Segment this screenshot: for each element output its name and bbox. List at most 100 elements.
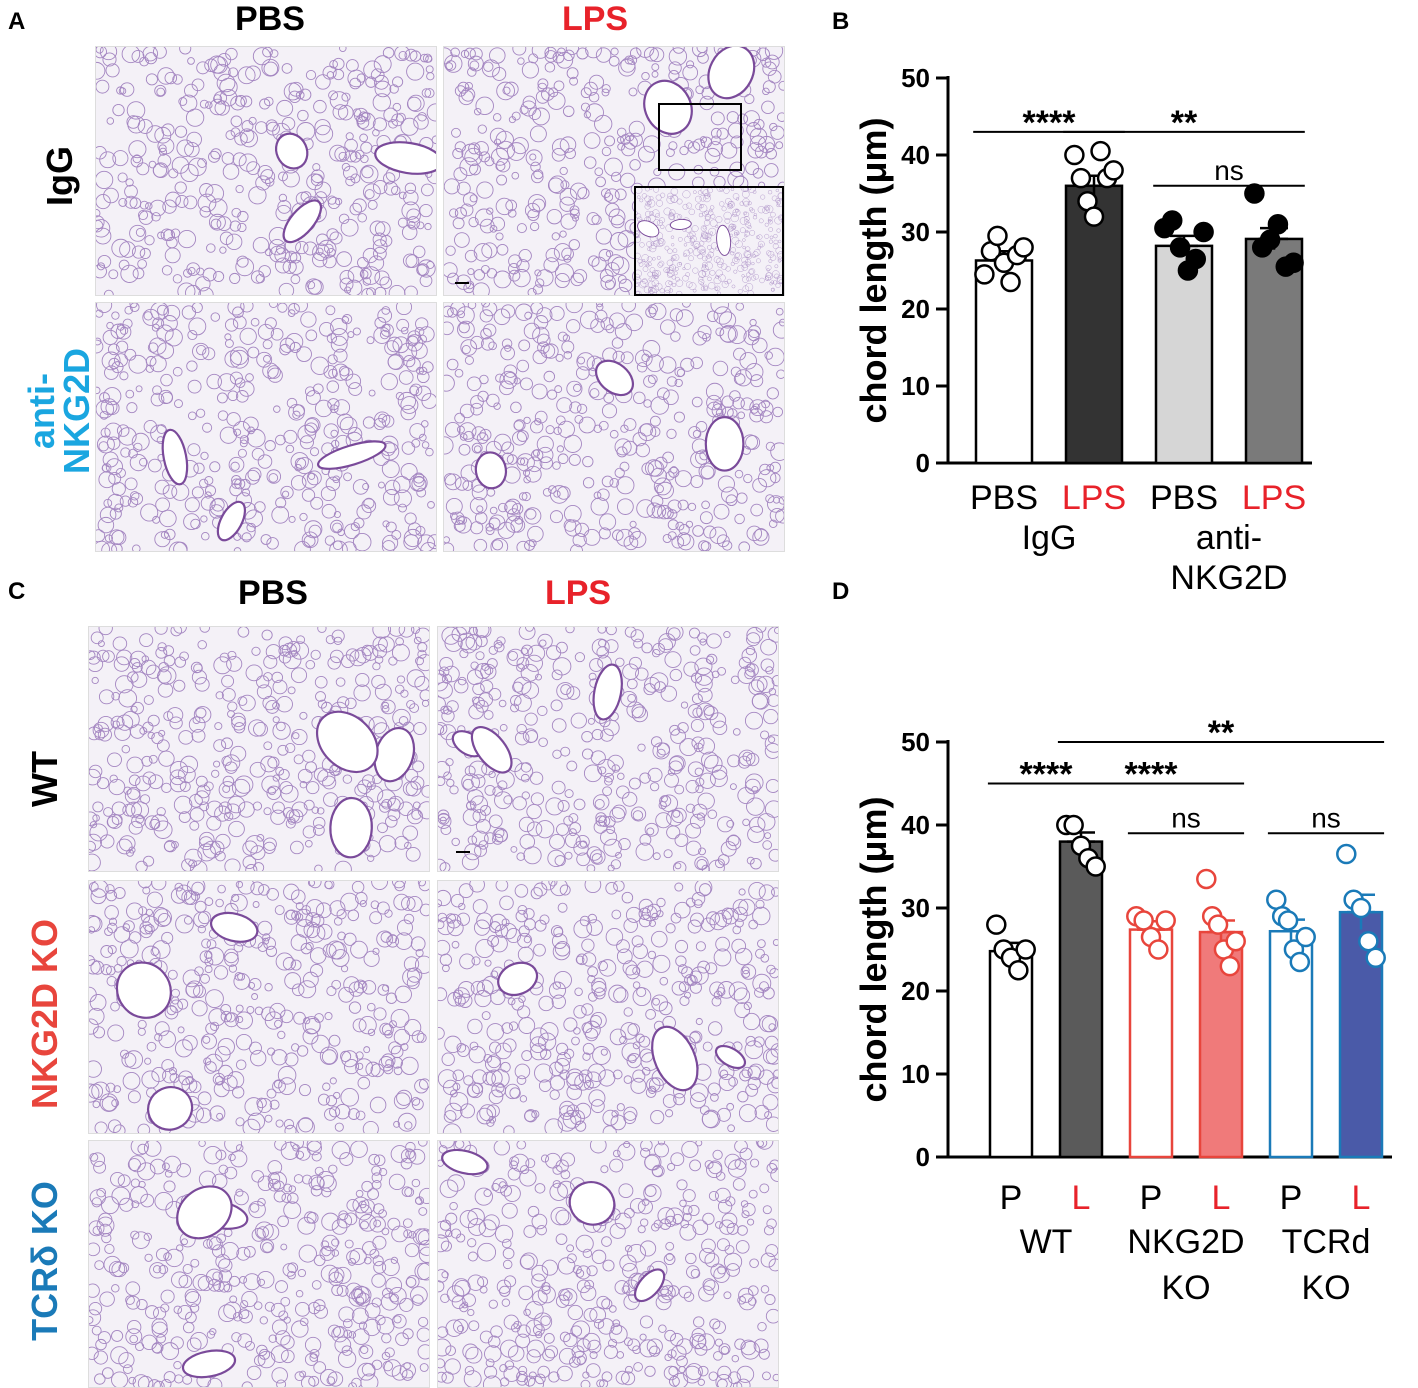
- panel-c-row-nkg2d-ko: NKG2D KO: [24, 918, 65, 1110]
- data-point: [1161, 210, 1183, 231]
- y-tick-label: 50: [901, 727, 930, 757]
- panel-letter-c: C: [8, 578, 26, 605]
- alveolar-texture: [438, 1141, 778, 1387]
- data-point: [1000, 271, 1021, 293]
- data-point: [1336, 843, 1357, 865]
- group-label: NKG2D: [1170, 559, 1287, 597]
- micrograph-tcrd-ko-pbs: [88, 1140, 430, 1388]
- x-tick-label: LPS: [1242, 479, 1306, 517]
- x-tick-label: P: [1280, 1179, 1303, 1217]
- x-tick-label: PBS: [1150, 479, 1218, 517]
- bar: [1064, 184, 1124, 465]
- airway-structures: [441, 1148, 666, 1303]
- data-point: [1207, 914, 1229, 935]
- significance-label: ns: [1311, 802, 1341, 833]
- data-point: [1015, 939, 1036, 960]
- y-tick-label: 40: [901, 140, 930, 170]
- y-tick-label: 20: [901, 294, 930, 324]
- bar: [1058, 840, 1104, 1159]
- significance-label: ****: [1125, 756, 1179, 794]
- group-label: KO: [1301, 1269, 1350, 1307]
- alveolar-texture: [89, 881, 429, 1133]
- data-point: [1244, 183, 1265, 204]
- micrograph-nkg2d-ko-pbs: [88, 880, 430, 1134]
- data-point: [1133, 910, 1154, 931]
- data-point: [1155, 910, 1176, 931]
- group-label: NKG2D: [1127, 1223, 1244, 1261]
- alveolar-texture: [438, 881, 778, 1133]
- panel-c-col-pbs: PBS: [238, 574, 308, 612]
- data-point: [1148, 939, 1169, 960]
- y-axis-label: chord length (μm): [853, 797, 894, 1103]
- alveolar-texture: [89, 1141, 429, 1387]
- x-tick-label: P: [1140, 1179, 1163, 1217]
- data-point: [1219, 955, 1241, 977]
- micrograph-wt-lps: [437, 626, 779, 872]
- data-point: [1008, 960, 1029, 981]
- x-tick-label: L: [1352, 1179, 1371, 1217]
- data-point: [1266, 889, 1287, 910]
- data-point: [1070, 167, 1092, 189]
- y-tick-label: 10: [901, 371, 930, 401]
- significance-label: ****: [1020, 756, 1074, 794]
- airway-structures: [497, 961, 747, 1092]
- significance-label: ns: [1171, 802, 1201, 833]
- alveolar-texture: [96, 303, 436, 551]
- data-point: [1196, 868, 1217, 890]
- x-tick-label: L: [1212, 1179, 1231, 1217]
- airway-structures: [637, 218, 732, 256]
- panel-c-col-lps: LPS: [544, 574, 612, 612]
- data-point: [1083, 206, 1105, 227]
- bar: [988, 949, 1034, 1159]
- data-point: [1289, 951, 1311, 973]
- bar: [1244, 237, 1304, 465]
- data-point: [1295, 926, 1316, 948]
- data-point: [1283, 252, 1304, 274]
- data-point: [1013, 237, 1034, 258]
- data-point: [987, 225, 1008, 247]
- micrograph-nkg2d-ko-lps: [437, 880, 779, 1134]
- row-label-nkg2d: NKG2D: [56, 347, 97, 475]
- significance-label: **: [1171, 104, 1198, 142]
- data-point: [1350, 897, 1372, 919]
- y-tick-label: 0: [916, 1142, 930, 1172]
- panel-a-col-pbs: PBS: [235, 0, 305, 38]
- chart-b: chord length (μm) 0 10 20 30 40 50 PBS LPS PBS LPS…: [853, 63, 1312, 597]
- data-point: [1277, 910, 1299, 931]
- micrograph-tcrd-ko-lps: [437, 1140, 779, 1388]
- scale-bar-c: [456, 851, 470, 853]
- data-point: [1185, 248, 1207, 270]
- bar: [1128, 928, 1174, 1159]
- panel-letter-b: B: [832, 8, 850, 35]
- data-point: [1064, 144, 1085, 166]
- airway-structures: [115, 911, 259, 1131]
- group-label: KO: [1161, 1269, 1210, 1307]
- airway-structures: [176, 1185, 249, 1379]
- alveolar-texture: [89, 627, 429, 871]
- panel-a-row-anti-nkg2d: anti- NKG2D: [2, 330, 97, 540]
- inset-zoom-box: [634, 186, 784, 296]
- group-label: IgG: [1022, 519, 1077, 557]
- airway-structures: [474, 359, 745, 490]
- y-tick-label: 10: [901, 1059, 930, 1089]
- significance-label: ****: [1023, 104, 1077, 142]
- inset-source-box: [658, 103, 742, 171]
- panel-c-row-tcrd-ko: TCRδ KO: [24, 1181, 65, 1341]
- panel-c-row-wt: WT: [24, 751, 65, 807]
- data-point: [1103, 160, 1124, 181]
- scale-bar: [455, 282, 469, 284]
- x-tick-label: P: [1000, 1179, 1023, 1217]
- alveolar-texture: [444, 303, 784, 551]
- data-point: [1193, 221, 1214, 243]
- group-label: anti-: [1196, 519, 1262, 557]
- y-tick-label: 40: [901, 810, 930, 840]
- micrograph-anti-nkg2d-pbs: [95, 302, 437, 552]
- significance-label: **: [1208, 714, 1235, 752]
- data-point: [986, 914, 1007, 935]
- data-point: [1267, 214, 1289, 235]
- y-axis-label: chord length (μm): [853, 118, 894, 424]
- data-point: [974, 264, 995, 285]
- x-tick-label: PBS: [970, 479, 1038, 517]
- panel-a-row-igg: IgG: [39, 146, 80, 206]
